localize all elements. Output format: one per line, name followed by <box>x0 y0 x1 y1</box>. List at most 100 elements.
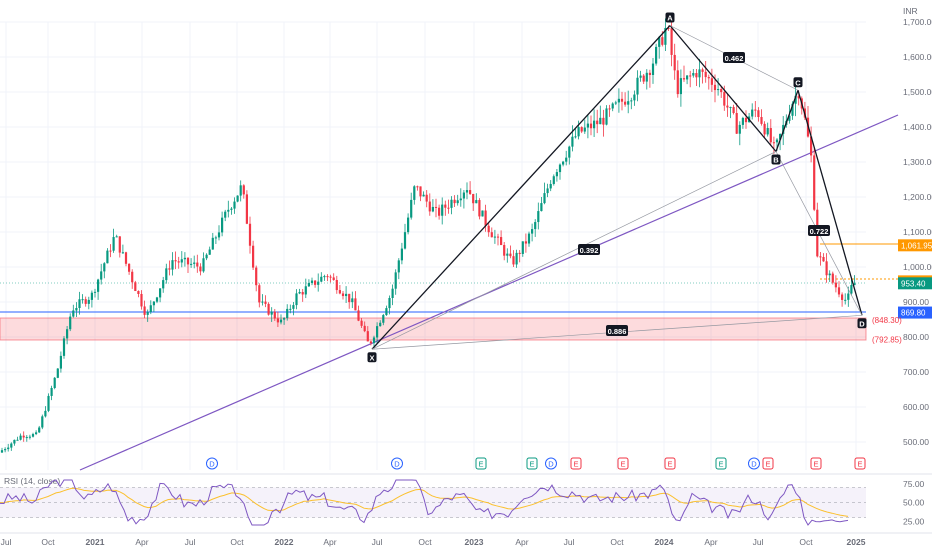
pattern-ratio-line <box>371 151 777 350</box>
harmonic-pattern: X A B C D 0.462 0.392 0.886 0.722 <box>367 12 867 363</box>
pattern-point-marker <box>367 352 377 363</box>
candle-body <box>140 293 143 307</box>
time-tick-label: Oct <box>41 537 55 547</box>
candle-body <box>478 200 481 217</box>
event-marker-label: D <box>548 460 554 469</box>
candle-body <box>611 103 614 109</box>
candle-body <box>382 315 385 323</box>
candle-body <box>410 199 413 218</box>
candle-body <box>729 107 732 109</box>
price-tag-box <box>898 277 932 290</box>
dividend-marker[interactable] <box>748 457 760 470</box>
dividend-marker[interactable] <box>545 457 557 470</box>
candle-body <box>183 257 186 260</box>
candle-body <box>608 108 611 110</box>
earnings-marker[interactable] <box>570 457 582 470</box>
dividend-marker[interactable] <box>206 457 218 470</box>
candle-body <box>400 248 403 261</box>
candle-body <box>143 306 146 315</box>
candle-body <box>515 252 518 265</box>
time-tick-label: Oct <box>610 537 624 547</box>
candle-body <box>490 232 493 238</box>
candle-body <box>112 237 115 251</box>
candle-body <box>810 136 813 156</box>
candle-body <box>56 368 59 378</box>
candle-body <box>97 279 100 292</box>
candle-body <box>707 77 710 79</box>
candle-body <box>292 305 295 309</box>
candle-body <box>248 223 252 246</box>
candle-body <box>546 188 549 194</box>
earnings-marker[interactable] <box>715 457 727 470</box>
price-tick-label: 1,100.00 <box>903 227 932 237</box>
candle-body <box>428 201 431 212</box>
price-tag-box <box>898 239 932 252</box>
candle-body <box>757 110 760 118</box>
pattern-point-label: X <box>369 353 374 362</box>
candle-body <box>245 194 248 224</box>
candle-body <box>121 252 124 254</box>
earnings-marker[interactable] <box>854 457 866 470</box>
candle-body <box>431 206 434 212</box>
rsi-ma-line <box>0 487 849 517</box>
earnings-marker[interactable] <box>762 457 774 470</box>
candle-body <box>825 261 828 276</box>
earnings-marker[interactable] <box>526 457 538 470</box>
candle-body <box>518 252 521 254</box>
candle-body <box>723 92 726 106</box>
candle-body <box>171 260 174 270</box>
time-tick-label: Apr <box>135 537 148 547</box>
zone-price-label: (848.30) <box>872 316 902 325</box>
candle-body <box>552 176 555 184</box>
rsi-title[interactable]: RSI (14, close) <box>4 476 60 486</box>
ratio-label: 0.886 <box>608 327 627 336</box>
candle-body <box>419 186 422 197</box>
candle-body <box>128 263 131 272</box>
price-tick-label: 500.00 <box>903 437 929 447</box>
candle-body <box>385 308 388 316</box>
candle-body <box>763 123 766 135</box>
time-axis[interactable]: Jul Oct 2021 Apr Jul Oct 2022 Apr Jul Oct 2023 Apr J… <box>0 532 932 547</box>
candle-body <box>25 437 28 439</box>
candle-body <box>506 253 509 256</box>
candle-body <box>664 27 667 45</box>
candle-body <box>66 329 69 339</box>
candle-body <box>741 117 744 125</box>
candle-body <box>13 439 16 444</box>
candle-body <box>298 292 301 294</box>
candle-body <box>100 271 103 280</box>
candle-body <box>496 236 500 238</box>
candle-body <box>782 124 785 135</box>
candle-body <box>19 435 22 440</box>
time-tick-label: 2024 <box>655 537 674 547</box>
candle-body <box>146 312 149 315</box>
candle-body <box>583 127 586 132</box>
candle-body <box>413 186 416 200</box>
candle-body <box>617 98 620 103</box>
earnings-marker[interactable] <box>810 457 822 470</box>
candle-body <box>512 256 515 265</box>
time-tick-label: Jul <box>564 537 575 547</box>
candle-body <box>149 305 152 313</box>
earnings-marker[interactable] <box>664 457 676 470</box>
time-tick-label: 2022 <box>275 537 294 547</box>
candle-body <box>7 447 10 450</box>
candle-body <box>450 199 453 208</box>
pattern-point-marker <box>665 12 675 23</box>
price-tick-label: 1,200.00 <box>903 192 932 202</box>
candle-body <box>847 293 850 300</box>
candle-body <box>190 263 193 265</box>
price-axis[interactable]: 500.00 600.00 700.00 800.00 900.00 1,000.00 1,… <box>903 6 932 447</box>
earnings-marker[interactable] <box>617 457 629 470</box>
rsi-pane[interactable]: 75.00 50.00 25.00 RSI (14, close) <box>0 473 932 526</box>
candle-body <box>475 200 478 204</box>
candle-body <box>751 109 754 117</box>
candle-body <box>565 157 568 162</box>
dividend-marker[interactable] <box>391 457 403 470</box>
candle-body <box>261 301 264 303</box>
candle-body <box>465 190 469 193</box>
earnings-marker[interactable] <box>475 457 487 470</box>
candle-body <box>394 272 397 289</box>
